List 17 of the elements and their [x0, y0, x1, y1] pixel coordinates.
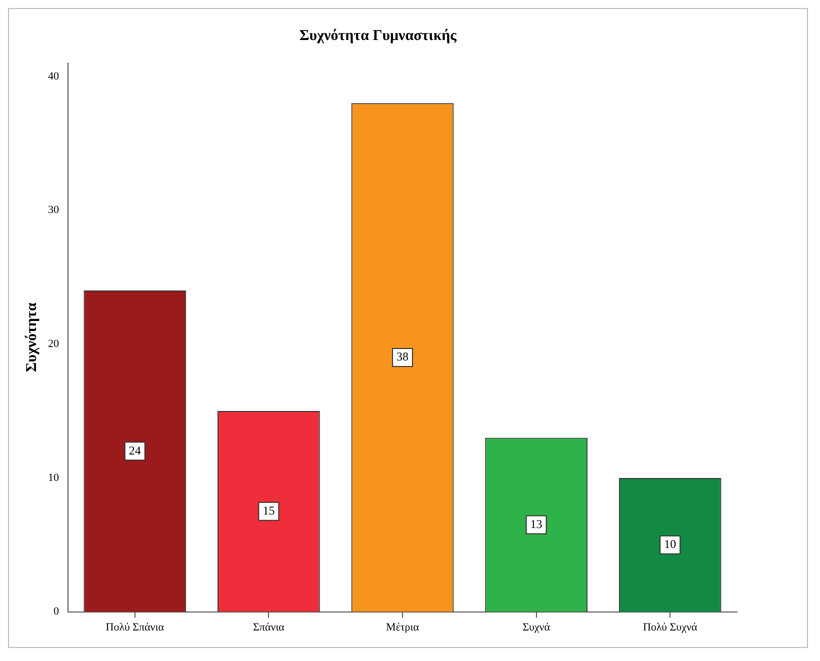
y-axis-title: Συχνότητα: [24, 302, 40, 372]
x-tick-label: Μέτρια: [386, 621, 420, 634]
y-tick-label: 30: [48, 204, 60, 216]
data-label: 13: [530, 516, 542, 531]
x-tick-label: Πολύ Σπάνια: [106, 621, 164, 634]
y-tick-label: 10: [48, 472, 60, 484]
y-tick-label: 20: [48, 338, 60, 350]
data-label: 15: [262, 504, 275, 518]
data-label: 38: [396, 350, 408, 364]
y-tick-label: 40: [48, 70, 60, 82]
data-label: 10: [664, 537, 676, 552]
x-tick-label: Συχνά: [522, 621, 550, 634]
x-tick-label: Σπάνια: [252, 621, 285, 634]
chart-title: Συχνότητα Γυμναστικής: [300, 28, 458, 44]
y-tick-label: 0: [54, 606, 60, 618]
x-tick-label: Πολύ Συχνά: [642, 621, 698, 634]
data-label: 24: [128, 443, 141, 458]
